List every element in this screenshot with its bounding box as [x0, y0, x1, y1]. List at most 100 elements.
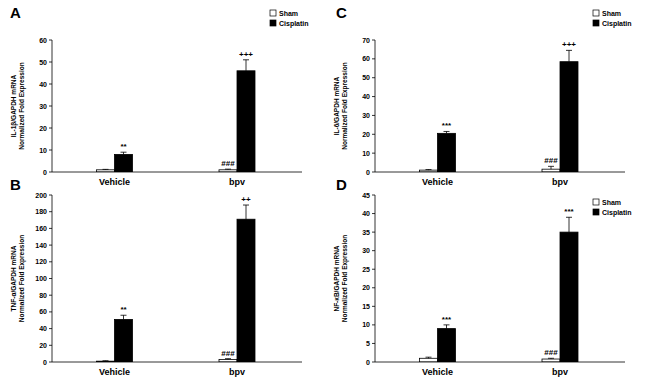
y-tick	[49, 328, 52, 329]
y-tick	[372, 96, 375, 97]
y-tick-label: 70	[362, 37, 370, 44]
x-tick-label: bpv	[552, 177, 568, 187]
x-tick-label: bpv	[229, 177, 245, 187]
y-tick-label: 35	[362, 229, 370, 236]
bar	[560, 62, 578, 172]
y-tick	[49, 40, 52, 41]
y-tick	[372, 250, 375, 251]
y-tick-label: 200	[35, 192, 47, 199]
significance-label: ###	[221, 159, 235, 168]
error-bar	[566, 217, 572, 232]
legend-label: Sham	[602, 199, 621, 206]
significance-label: **	[120, 142, 127, 151]
y-tick	[49, 84, 52, 85]
significance-label: ###	[221, 349, 235, 358]
bar	[542, 359, 560, 362]
legend-swatch	[593, 199, 599, 205]
error-bar	[121, 152, 127, 154]
panel: BTNF-α/GAPDH mRNANormalized Fold Express…	[10, 176, 302, 377]
panel-label: B	[10, 176, 21, 193]
y-axis	[52, 195, 53, 362]
error-bar	[243, 60, 249, 71]
panel-label: C	[336, 4, 347, 21]
y-tick	[372, 58, 375, 59]
bar	[115, 154, 133, 172]
y-tick-label: 180	[35, 208, 47, 215]
error-bar	[103, 169, 109, 170]
legend-label: Cisplatin	[602, 209, 632, 217]
error-bar	[243, 205, 249, 219]
y-axis-label: TNF-α/GAPDH mRNA	[10, 245, 17, 311]
y-tick	[372, 269, 375, 270]
y-tick-label: 10	[362, 150, 370, 157]
y-tick	[49, 150, 52, 151]
significance-label: **	[120, 305, 127, 314]
panel: AIL-1β/GAPDH mRNANormalized Fold Express…	[10, 4, 309, 187]
error-bar	[444, 325, 450, 329]
y-axis-label: Normalized Fold Expression	[18, 62, 26, 149]
bar	[438, 133, 456, 172]
y-axis	[52, 40, 53, 172]
y-tick	[49, 195, 52, 196]
y-tick	[372, 306, 375, 307]
bar	[420, 358, 438, 362]
y-tick	[372, 195, 375, 196]
y-tick-label: 80	[39, 292, 47, 299]
legend-label: Cisplatin	[602, 20, 632, 28]
bar	[237, 219, 255, 362]
bars	[97, 205, 256, 362]
y-tick	[49, 228, 52, 229]
panel-label: A	[10, 4, 21, 21]
legend-label: Sham	[279, 10, 298, 17]
y-tick	[49, 211, 52, 212]
x-tick-label: Vehicle	[99, 177, 130, 187]
y-tick	[372, 362, 375, 363]
x-tick-label: Vehicle	[422, 177, 453, 187]
y-tick	[372, 213, 375, 214]
y-tick-label: 20	[362, 131, 370, 138]
y-tick-label: 40	[39, 81, 47, 88]
y-axis-label: Normalized Fold Expression	[341, 235, 349, 322]
error-bar	[426, 169, 432, 171]
y-tick-label: 5	[366, 340, 370, 347]
y-tick-label: 50	[362, 74, 370, 81]
y-tick-label: 45	[362, 192, 370, 199]
error-bar	[444, 131, 450, 133]
y-axis	[375, 195, 376, 362]
x-tick-label: Vehicle	[422, 367, 453, 377]
x-tick-label: bpv	[552, 367, 568, 377]
error-bar	[548, 358, 554, 360]
y-tick-label: 20	[39, 125, 47, 132]
error-bar	[566, 50, 572, 61]
y-tick	[49, 362, 52, 363]
y-tick-label: 30	[39, 103, 47, 110]
y-tick	[49, 295, 52, 296]
significance-label: +++	[562, 40, 576, 49]
x-axis	[375, 362, 625, 363]
bars	[420, 50, 579, 172]
bars	[420, 217, 579, 362]
x-axis	[52, 172, 302, 173]
y-tick	[49, 128, 52, 129]
y-tick-label: 0	[43, 359, 47, 366]
error-bar	[225, 358, 231, 360]
y-tick	[372, 232, 375, 233]
y-tick-label: 0	[366, 359, 370, 366]
x-axis	[52, 362, 302, 363]
bar	[560, 232, 578, 362]
significance-label: ###	[544, 156, 558, 165]
y-tick-label: 30	[362, 247, 370, 254]
y-tick-label: 10	[362, 321, 370, 328]
bar	[115, 319, 133, 362]
significance-label: ###	[544, 348, 558, 357]
bars	[97, 60, 256, 172]
y-tick-label: 40	[362, 210, 370, 217]
y-tick	[49, 62, 52, 63]
bar	[438, 329, 456, 362]
y-tick-label: 20	[39, 342, 47, 349]
y-tick-label: 30	[362, 112, 370, 119]
y-tick-label: 25	[362, 266, 370, 273]
y-tick-label: 60	[39, 37, 47, 44]
significance-label: ***	[564, 207, 574, 216]
y-tick	[49, 261, 52, 262]
